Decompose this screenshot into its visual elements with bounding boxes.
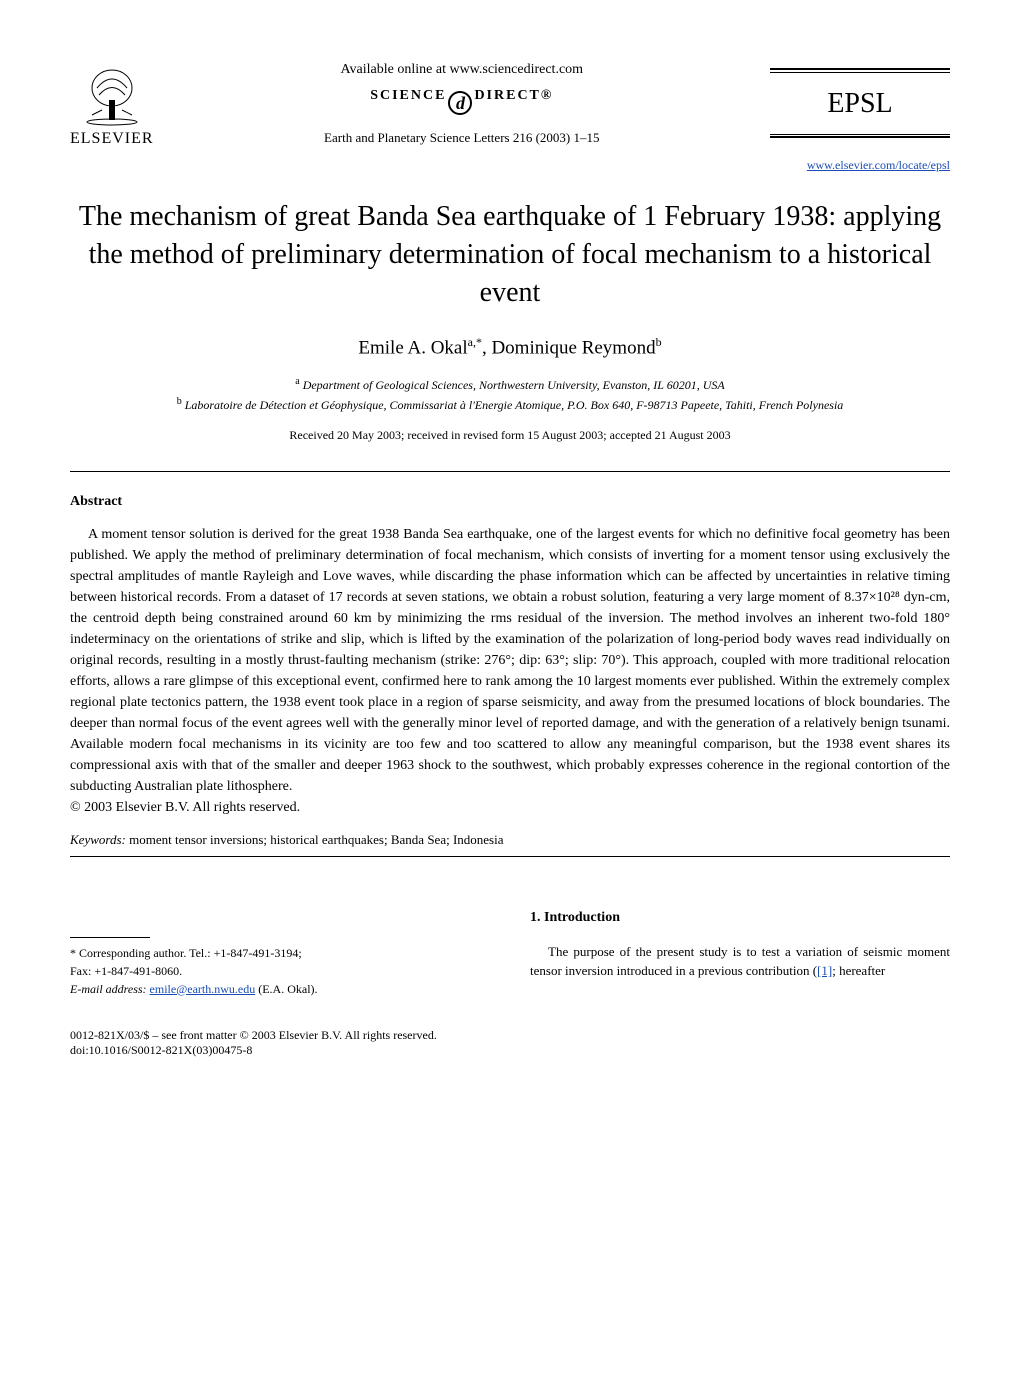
affiliations: a Department of Geological Sciences, Nor… xyxy=(70,374,950,414)
footnote-rule xyxy=(70,937,150,938)
intro-text-after: ; hereafter xyxy=(832,963,885,978)
elsevier-tree-icon xyxy=(77,60,147,130)
website-link[interactable]: www.elsevier.com/locate/epsl xyxy=(70,158,950,173)
authors-line: Emile A. Okala,*, Dominique Reymondb xyxy=(70,335,950,359)
science-text-left: SCIENCE xyxy=(370,88,446,104)
keywords-line: Keywords: moment tensor inversions; hist… xyxy=(70,832,950,848)
intro-text-before: The purpose of the present study is to t… xyxy=(530,944,950,979)
author-1-name: Emile A. Okal xyxy=(358,338,467,359)
footer-line2: doi:10.1016/S0012-821X(03)00475-8 xyxy=(70,1043,950,1058)
elsevier-logo: ELSEVIER xyxy=(70,60,154,148)
corr-author-line: * Corresponding author. Tel.: +1-847-491… xyxy=(70,944,490,962)
fax-line: Fax: +1-847-491-8060. xyxy=(70,962,490,980)
article-title: The mechanism of great Banda Sea earthqu… xyxy=(70,198,950,311)
author-1-sup: a,* xyxy=(468,335,482,349)
abstract-body: A moment tensor solution is derived for … xyxy=(70,524,950,818)
science-text-right: DIRECT® xyxy=(474,88,553,104)
epsl-rule-top2 xyxy=(770,72,950,73)
epsl-rule-bottom1 xyxy=(770,134,950,135)
abstract-heading: Abstract xyxy=(70,494,950,510)
journal-citation: Earth and Planetary Science Letters 216 … xyxy=(174,130,750,146)
keywords-label: Keywords: xyxy=(70,832,126,847)
author-2-name: Dominique Reymond xyxy=(491,338,655,359)
intro-paragraph: The purpose of the present study is to t… xyxy=(530,942,950,981)
keywords-bottom-rule xyxy=(70,856,950,857)
epsl-rule-top1 xyxy=(770,68,950,70)
globe-icon: d xyxy=(448,91,472,115)
author-2-sup: b xyxy=(656,335,662,349)
intro-heading: 1. Introduction xyxy=(530,907,950,928)
header-row: ELSEVIER Available online at www.science… xyxy=(70,60,950,148)
email-line: E-mail address: emile@earth.nwu.edu (E.A… xyxy=(70,980,490,998)
affiliation-a: a Department of Geological Sciences, Nor… xyxy=(70,374,950,394)
right-column: 1. Introduction The purpose of the prese… xyxy=(530,907,950,998)
page-footer: 0012-821X/03/$ – see front matter © 2003… xyxy=(70,1028,950,1058)
email-address[interactable]: emile@earth.nwu.edu xyxy=(150,982,256,996)
affil-b-text: Laboratoire de Détection et Géophysique,… xyxy=(182,398,844,412)
footer-line1: 0012-821X/03/$ – see front matter © 2003… xyxy=(70,1028,950,1043)
two-column-layout: * Corresponding author. Tel.: +1-847-491… xyxy=(70,907,950,998)
keywords-text: moment tensor inversions; historical ear… xyxy=(126,832,504,847)
sciencedirect-logo: SCIENCE d DIRECT® xyxy=(370,88,553,118)
epsl-rule-bottom2 xyxy=(770,136,950,138)
abstract-top-rule xyxy=(70,471,950,472)
affiliation-b: b Laboratoire de Détection et Géophysiqu… xyxy=(70,394,950,414)
abstract-copyright: © 2003 Elsevier B.V. All rights reserved… xyxy=(70,797,950,818)
footnote-block: * Corresponding author. Tel.: +1-847-491… xyxy=(70,944,490,998)
epsl-block: EPSL xyxy=(770,68,950,140)
elsevier-label: ELSEVIER xyxy=(70,130,154,148)
dates-line: Received 20 May 2003; received in revise… xyxy=(70,428,950,443)
header-center: Available online at www.sciencedirect.co… xyxy=(154,62,770,146)
ref-link-1[interactable]: [1] xyxy=(817,963,832,978)
email-author: (E.A. Okal). xyxy=(258,982,317,996)
available-online-text: Available online at www.sciencedirect.co… xyxy=(174,62,750,78)
email-label: E-mail address: xyxy=(70,982,147,996)
left-column: * Corresponding author. Tel.: +1-847-491… xyxy=(70,907,490,998)
affil-a-text: Department of Geological Sciences, North… xyxy=(300,378,725,392)
abstract-paragraph: A moment tensor solution is derived for … xyxy=(70,524,950,797)
epsl-title: EPSL xyxy=(770,74,950,134)
